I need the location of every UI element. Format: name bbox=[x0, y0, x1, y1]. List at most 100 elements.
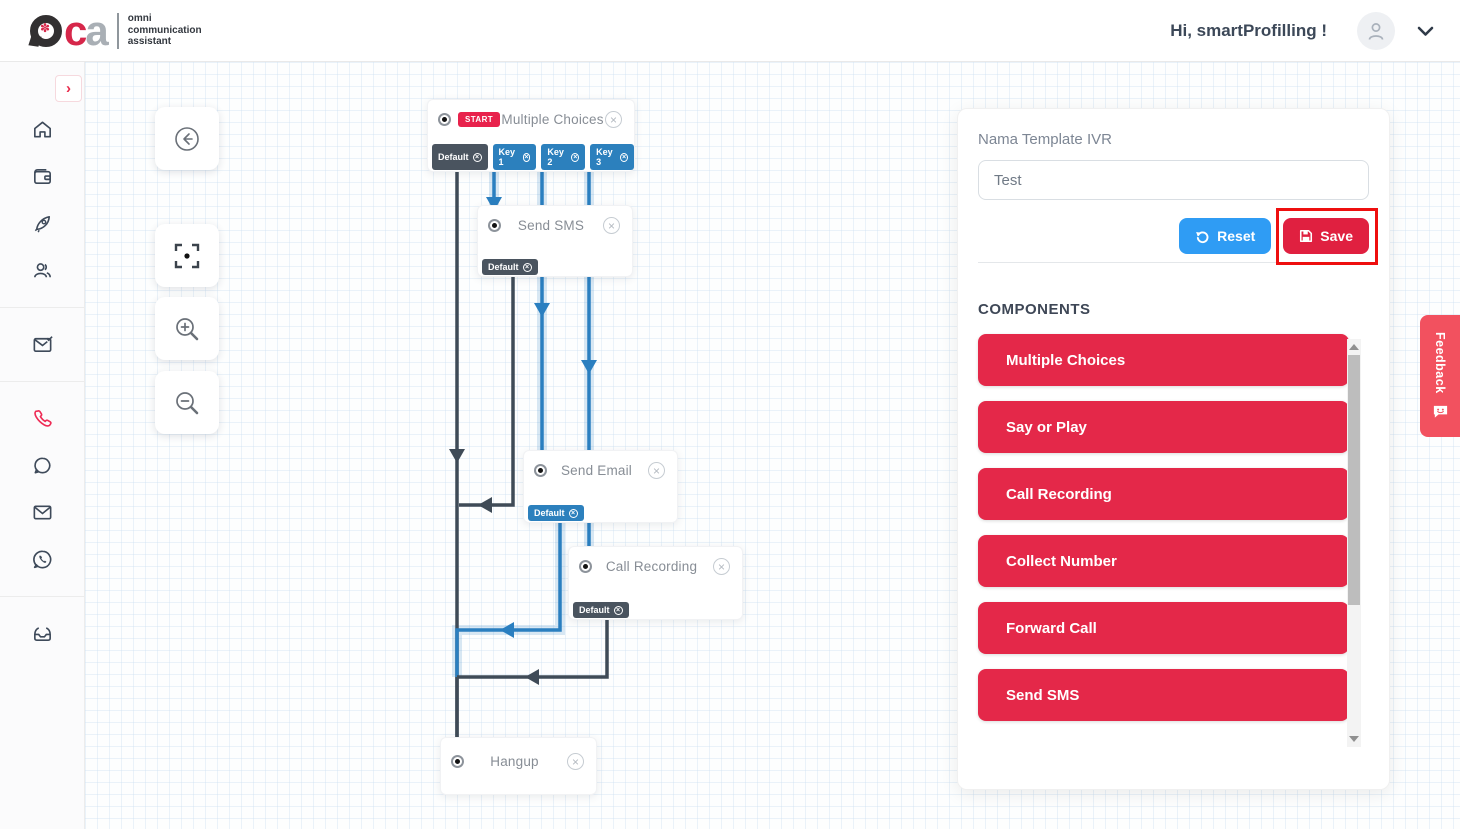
component-call-recording[interactable]: Call Recording bbox=[978, 468, 1349, 520]
node-close-icon[interactable] bbox=[605, 111, 622, 128]
flow-node-send-sms[interactable]: Send SMS Default bbox=[477, 205, 633, 277]
node-tag-default[interactable]: Default bbox=[573, 602, 629, 618]
components-list: Multiple Choices Say or Play Call Record… bbox=[978, 334, 1369, 752]
input-port[interactable] bbox=[453, 757, 462, 766]
node-close-icon[interactable] bbox=[603, 217, 620, 234]
tag-remove-icon[interactable] bbox=[568, 508, 578, 518]
node-tag-default[interactable]: Default bbox=[432, 144, 488, 170]
rocket-icon bbox=[34, 215, 51, 232]
node-close-icon[interactable] bbox=[648, 462, 665, 479]
sidebar-item-contacts[interactable] bbox=[31, 258, 55, 282]
template-name-label: Nama Template IVR bbox=[978, 131, 1112, 148]
component-forward-call[interactable]: Forward Call bbox=[978, 602, 1349, 654]
components-scrollbar[interactable] bbox=[1347, 339, 1361, 747]
input-port[interactable] bbox=[536, 466, 545, 475]
users-icon bbox=[34, 262, 51, 277]
wallet-icon bbox=[34, 168, 51, 184]
node-tag-default[interactable]: Default bbox=[528, 505, 584, 521]
template-panel: Nama Template IVR Reset Save COMPONENTS … bbox=[957, 108, 1390, 790]
logo-divider bbox=[116, 12, 119, 49]
node-close-icon[interactable] bbox=[567, 753, 584, 770]
save-icon bbox=[1300, 229, 1313, 243]
sidebar-divider bbox=[0, 381, 85, 382]
reset-button[interactable]: Reset bbox=[1179, 218, 1272, 254]
user-icon bbox=[1368, 22, 1384, 40]
sidebar-item-whatsapp[interactable] bbox=[31, 547, 55, 571]
node-title: Hangup bbox=[490, 754, 539, 769]
flow-node-send-email[interactable]: Send Email Default bbox=[523, 450, 678, 523]
tag-remove-icon[interactable] bbox=[522, 262, 532, 272]
envelope-icon bbox=[33, 504, 52, 520]
node-title: Send SMS bbox=[517, 218, 585, 233]
node-title: Send Email bbox=[560, 463, 633, 478]
chevron-right-icon: › bbox=[66, 80, 71, 97]
logo-letter-a: a bbox=[85, 6, 108, 54]
panel-divider bbox=[978, 262, 1369, 263]
fit-view-button[interactable] bbox=[155, 224, 219, 287]
sidebar-item-email[interactable] bbox=[31, 500, 55, 524]
back-button[interactable] bbox=[155, 107, 219, 170]
sidebar-item-inbox[interactable] bbox=[31, 621, 55, 645]
sidebar-item-campaign[interactable] bbox=[31, 211, 55, 235]
phone-icon bbox=[34, 409, 52, 427]
logo-letter-c: c bbox=[64, 6, 87, 54]
component-say-or-play[interactable]: Say or Play bbox=[978, 401, 1349, 453]
component-send-sms[interactable]: Send SMS bbox=[978, 669, 1349, 721]
node-title: Multiple Choices bbox=[501, 112, 604, 127]
input-port[interactable] bbox=[490, 221, 499, 230]
input-port[interactable] bbox=[581, 562, 590, 571]
scroll-up-arrow[interactable] bbox=[1349, 344, 1359, 350]
node-tag-key1[interactable]: Key 1 bbox=[492, 144, 537, 170]
tag-remove-icon[interactable] bbox=[522, 152, 531, 162]
left-sidebar: › bbox=[0, 62, 85, 829]
zoom-out-icon bbox=[176, 391, 199, 414]
fit-view-icon bbox=[174, 243, 200, 268]
sidebar-item-wallet[interactable] bbox=[31, 164, 55, 188]
sidebar-item-home[interactable] bbox=[31, 117, 55, 141]
user-greeting: Hi, smartProfilling ! bbox=[1170, 20, 1327, 40]
component-multiple-choices[interactable]: Multiple Choices bbox=[978, 334, 1349, 386]
tag-remove-icon[interactable] bbox=[472, 152, 482, 162]
mail-check-icon bbox=[33, 335, 53, 352]
input-port[interactable] bbox=[440, 115, 449, 124]
node-title: Call Recording bbox=[605, 559, 698, 574]
tag-remove-icon[interactable] bbox=[620, 152, 628, 162]
tag-remove-icon[interactable] bbox=[571, 152, 580, 162]
sidebar-item-voice[interactable] bbox=[31, 406, 55, 430]
chevron-down-icon[interactable] bbox=[1417, 25, 1434, 37]
inbox-icon bbox=[34, 626, 51, 641]
logo-o-icon bbox=[30, 14, 62, 47]
avatar[interactable] bbox=[1357, 11, 1395, 50]
zoom-in-button[interactable] bbox=[155, 297, 219, 360]
flow-node-hangup[interactable]: Hangup bbox=[440, 737, 597, 795]
node-tag-default[interactable]: Default bbox=[482, 259, 538, 275]
app-logo: c a omni communication assistant bbox=[30, 6, 202, 54]
sidebar-divider bbox=[0, 307, 85, 308]
feedback-chat-icon bbox=[1433, 405, 1447, 418]
template-name-input[interactable] bbox=[978, 160, 1369, 200]
component-collect-number[interactable]: Collect Number bbox=[978, 535, 1349, 587]
node-close-icon[interactable] bbox=[713, 558, 730, 575]
flow-node-call-recording[interactable]: Call Recording Default bbox=[568, 546, 743, 620]
home-icon bbox=[34, 120, 51, 138]
sidebar-divider bbox=[0, 596, 85, 597]
arrow-left-circle-icon bbox=[175, 126, 199, 151]
components-title: COMPONENTS bbox=[978, 301, 1091, 318]
app-header: c a omni communication assistant Hi, sma… bbox=[0, 0, 1460, 62]
scrollbar-thumb[interactable] bbox=[1348, 355, 1360, 605]
reset-icon bbox=[1196, 230, 1209, 243]
sidebar-expand-button[interactable]: › bbox=[55, 75, 82, 102]
sidebar-item-chat[interactable] bbox=[31, 453, 55, 477]
node-tag-key3[interactable]: Key 3 bbox=[590, 144, 634, 170]
save-button[interactable]: Save bbox=[1283, 218, 1369, 254]
tag-remove-icon[interactable] bbox=[613, 605, 623, 615]
node-tag-key2[interactable]: Key 2 bbox=[541, 144, 586, 170]
flow-node-multiple-choices[interactable]: START Multiple Choices Default Key 1 Key… bbox=[427, 99, 635, 172]
sidebar-item-broadcast[interactable] bbox=[31, 332, 55, 356]
whatsapp-icon bbox=[33, 550, 52, 568]
chat-bubble-icon bbox=[34, 456, 51, 474]
feedback-tab[interactable]: Feedback bbox=[1420, 315, 1460, 437]
start-badge: START bbox=[458, 112, 501, 127]
zoom-out-button[interactable] bbox=[155, 371, 219, 434]
scroll-down-arrow[interactable] bbox=[1349, 736, 1359, 742]
